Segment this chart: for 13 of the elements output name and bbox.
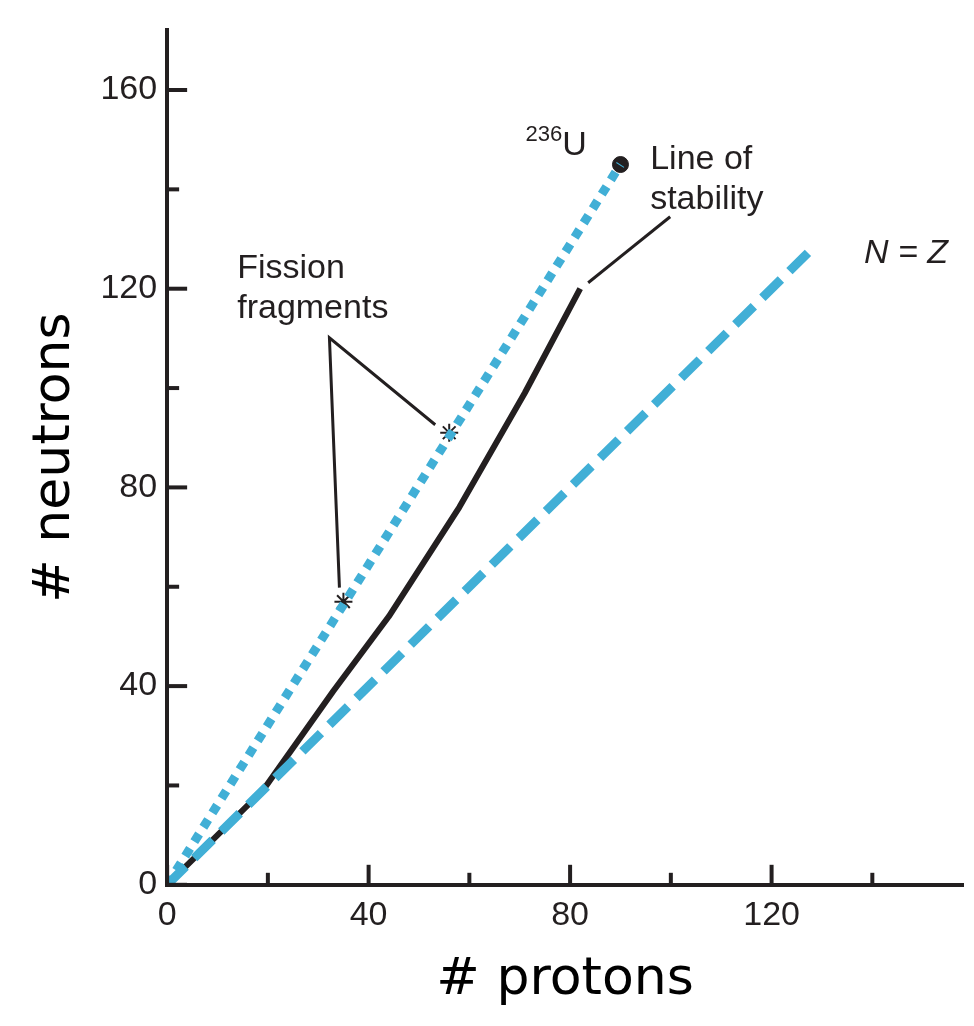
y-tick-label: 80 [119, 465, 158, 504]
x-axis-title: # protons [436, 946, 694, 1007]
x-tick-label: 40 [349, 893, 388, 932]
y-tick-label: 160 [100, 68, 158, 107]
y-tick-label: 0 [138, 863, 158, 902]
annotation: Fission fragments [237, 246, 389, 325]
y-axis-title: # neutrons [20, 312, 81, 603]
annotation: N = Z [863, 231, 950, 270]
y-tick-label: 120 [100, 267, 158, 306]
annotation: Line of stability [650, 137, 764, 216]
x-tick-label: 120 [743, 893, 800, 932]
x-tick-label: 80 [551, 893, 590, 932]
y-tick-label: 40 [119, 664, 158, 703]
